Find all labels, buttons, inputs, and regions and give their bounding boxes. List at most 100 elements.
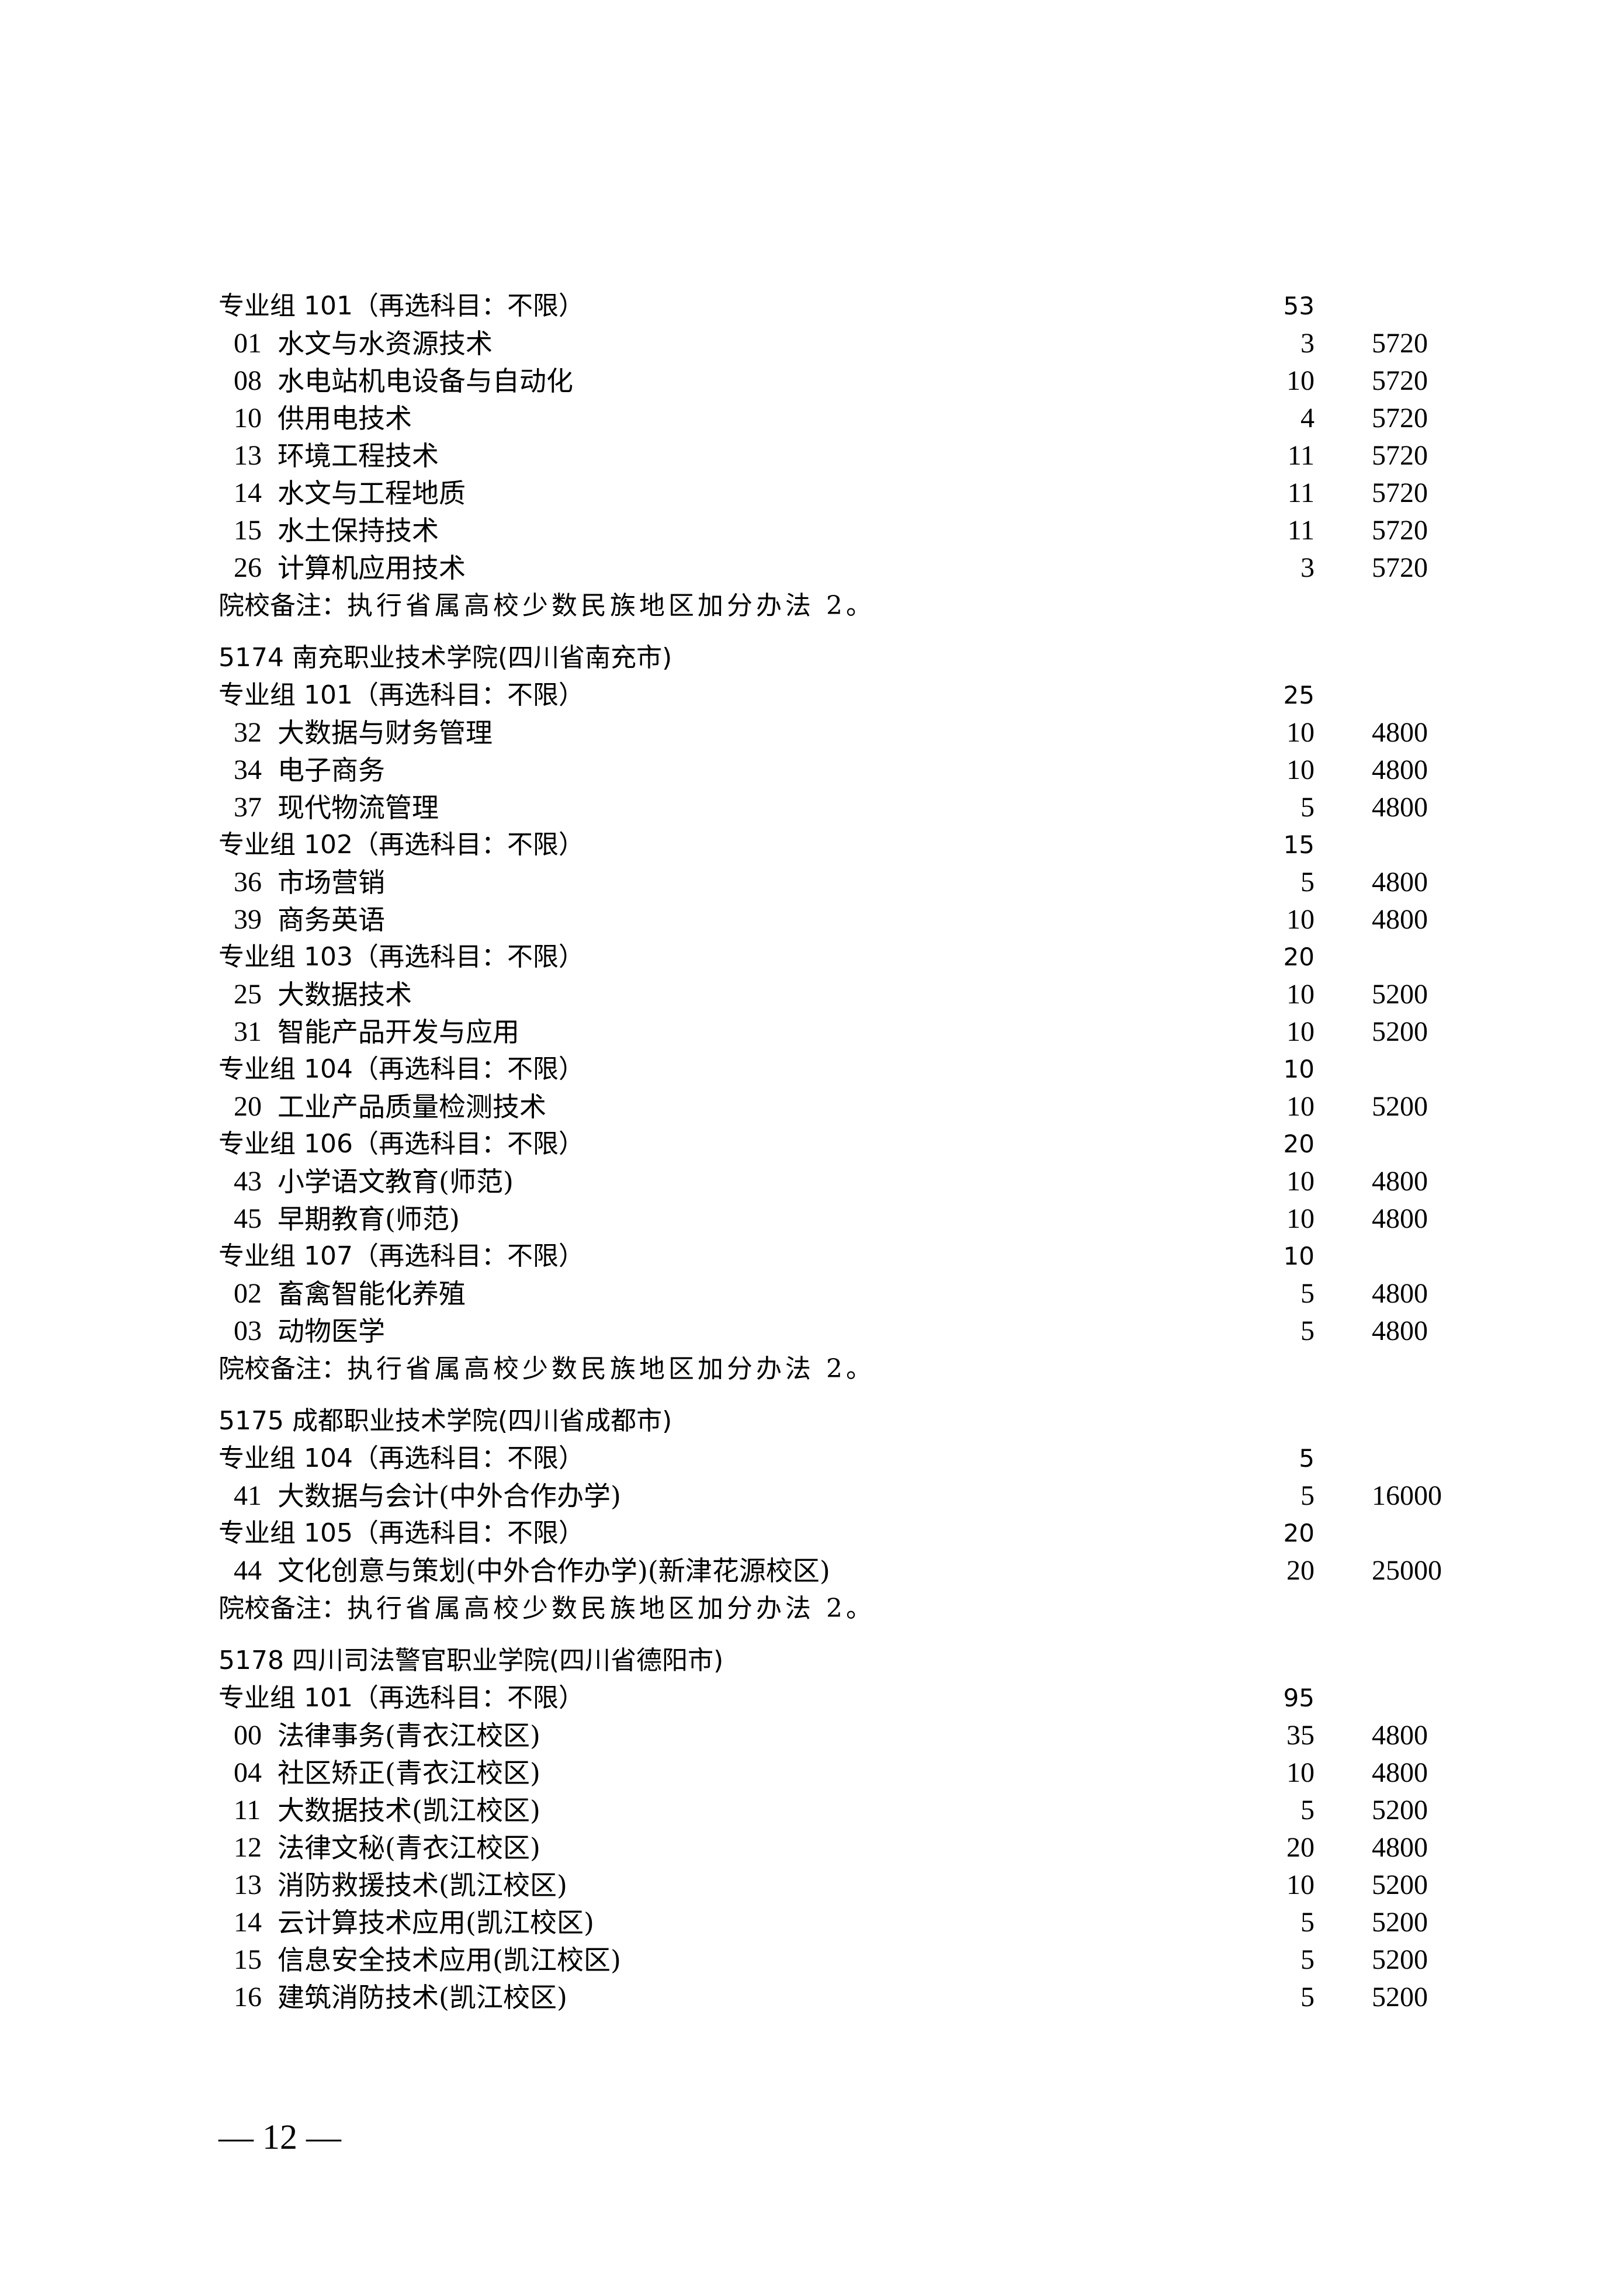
major-count: 10	[1286, 979, 1315, 1010]
school-name: 5175 成都职业技术学院(四川省成都市)	[219, 1406, 672, 1436]
major-fee: 5720	[1372, 552, 1428, 583]
major-fee: 5200	[1372, 1944, 1428, 1975]
school-note: 院校备注：执行省属高校少数民族地区加分办法 2。	[219, 1589, 875, 1627]
major-count: 10	[1286, 717, 1315, 748]
major-count: 10	[1286, 1016, 1315, 1047]
group-count: 5	[1299, 1444, 1315, 1473]
major-name: 大数据技术	[278, 979, 412, 1010]
major-code: 15	[234, 515, 262, 546]
major-count: 5	[1301, 1795, 1315, 1826]
major-name: 畜禽智能化养殖	[278, 1278, 466, 1310]
major-name: 现代物流管理	[278, 792, 439, 823]
major-row: 44 文化创意与策划(中外合作办学)(新津花源校区) 20 25000	[219, 1552, 1504, 1589]
major-fee: 16000	[1372, 1480, 1442, 1511]
group-count: 95	[1283, 1684, 1315, 1712]
major-code: 44	[234, 1555, 262, 1586]
major-fee: 4800	[1372, 792, 1428, 823]
major-name: 信息安全技术应用(凯江校区)	[278, 1944, 621, 1976]
note-text: 执行省属高校少数民族地区加分办法 2。	[347, 1354, 875, 1384]
major-name: 计算机应用技术	[278, 552, 466, 584]
major-code: 15	[234, 1944, 262, 1975]
major-code: 36	[234, 867, 262, 898]
major-name: 水电站机电设备与自动化	[278, 365, 573, 397]
group-row: 专业组 104（再选科目：不限） 10	[219, 1051, 1504, 1088]
note-text: 执行省属高校少数民族地区加分办法 2。	[347, 591, 875, 621]
group-count: 25	[1283, 681, 1315, 709]
major-count: 5	[1301, 1907, 1315, 1938]
major-fee: 4800	[1372, 717, 1428, 748]
note-row: 院校备注：执行省属高校少数民族地区加分办法 2。	[219, 1350, 1504, 1387]
major-fee: 5720	[1372, 515, 1428, 546]
major-code: 43	[234, 1166, 262, 1197]
major-count: 11	[1287, 440, 1315, 471]
major-row: 12 法律文秘(青衣江校区) 20 4800	[219, 1829, 1504, 1866]
major-row: 00 法律事务(青衣江校区) 35 4800	[219, 1717, 1504, 1754]
major-fee: 5200	[1372, 1907, 1428, 1938]
major-count: 10	[1286, 754, 1315, 785]
school-row: 5174 南充职业技术学院(四川省南充市)	[219, 639, 1504, 677]
group-row: 专业组 101（再选科目：不限） 53	[219, 288, 1504, 325]
major-row: 01 水文与水资源技术 3 5720	[219, 325, 1504, 362]
major-code: 08	[234, 365, 262, 396]
major-row: 36 市场营销 5 4800	[219, 864, 1504, 901]
group-count: 10	[1283, 1055, 1315, 1083]
major-code: 00	[234, 1720, 262, 1751]
major-fee: 4800	[1372, 1315, 1428, 1346]
note-label: 院校备注：	[219, 1354, 347, 1384]
major-count: 10	[1286, 1757, 1315, 1788]
major-count: 4	[1301, 403, 1315, 434]
major-name: 智能产品开发与应用	[278, 1016, 519, 1048]
major-row: 20 工业产品质量检测技术 10 5200	[219, 1088, 1504, 1126]
major-row: 11 大数据技术(凯江校区) 5 5200	[219, 1792, 1504, 1829]
major-row: 10 供用电技术 4 5720	[219, 400, 1504, 437]
major-name: 云计算技术应用(凯江校区)	[278, 1907, 594, 1938]
major-name: 水土保持技术	[278, 515, 439, 546]
major-count: 5	[1301, 792, 1315, 823]
group-row: 专业组 101（再选科目：不限） 25	[219, 677, 1504, 714]
major-code: 39	[234, 904, 262, 935]
major-fee: 25000	[1372, 1555, 1442, 1586]
major-name: 大数据技术(凯江校区)	[278, 1795, 540, 1826]
major-code: 14	[234, 477, 262, 508]
major-name: 早期教育(师范)	[278, 1203, 460, 1235]
major-count: 10	[1286, 365, 1315, 396]
major-count: 20	[1286, 1832, 1315, 1863]
group-count: 15	[1283, 830, 1315, 859]
major-fee: 5200	[1372, 979, 1428, 1010]
major-count: 5	[1301, 1982, 1315, 2013]
major-code: 34	[234, 754, 262, 785]
major-name: 电子商务	[278, 754, 385, 786]
major-row: 04 社区矫正(青衣江校区) 10 4800	[219, 1754, 1504, 1792]
note-label: 院校备注：	[219, 1594, 347, 1623]
group-row: 专业组 103（再选科目：不限） 20	[219, 939, 1504, 976]
school-row: 5175 成都职业技术学院(四川省成都市)	[219, 1402, 1504, 1440]
major-fee: 4800	[1372, 904, 1428, 935]
major-fee: 4800	[1372, 867, 1428, 898]
major-fee: 5200	[1372, 1091, 1428, 1122]
major-code: 32	[234, 717, 262, 748]
major-fee: 5720	[1372, 365, 1428, 396]
school-note: 院校备注：执行省属高校少数民族地区加分办法 2。	[219, 587, 875, 625]
major-fee: 4800	[1372, 1278, 1428, 1309]
major-row: 41 大数据与会计(中外合作办学) 5 16000	[219, 1477, 1504, 1515]
major-row: 14 水文与工程地质 11 5720	[219, 475, 1504, 512]
major-name: 商务英语	[278, 904, 385, 936]
group-count: 53	[1283, 292, 1315, 320]
major-fee: 5720	[1372, 440, 1428, 471]
group-count: 10	[1283, 1242, 1315, 1270]
note-row: 院校备注：执行省属高校少数民族地区加分办法 2。	[219, 1589, 1504, 1627]
group-count: 20	[1283, 943, 1315, 971]
major-count: 35	[1286, 1720, 1315, 1751]
major-row: 02 畜禽智能化养殖 5 4800	[219, 1275, 1504, 1313]
group-label: 专业组 104（再选科目：不限）	[219, 1054, 584, 1084]
note-row: 院校备注：执行省属高校少数民族地区加分办法 2。	[219, 587, 1504, 624]
major-count: 10	[1286, 1869, 1315, 1900]
major-fee: 4800	[1372, 1166, 1428, 1197]
group-row: 专业组 102（再选科目：不限） 15	[219, 826, 1504, 864]
group-label: 专业组 107（再选科目：不限）	[219, 1241, 584, 1271]
major-row: 08 水电站机电设备与自动化 10 5720	[219, 362, 1504, 400]
major-row: 03 动物医学 5 4800	[219, 1313, 1504, 1350]
major-code: 16	[234, 1982, 262, 2013]
major-name: 环境工程技术	[278, 440, 439, 472]
major-code: 26	[234, 552, 262, 583]
